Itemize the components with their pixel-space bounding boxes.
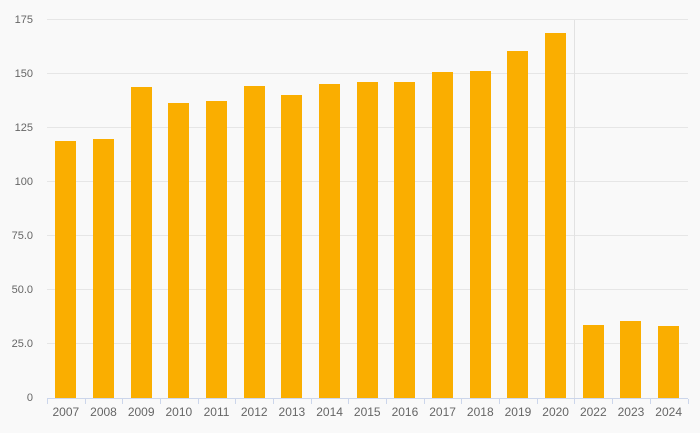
x-axis-tick xyxy=(84,399,86,404)
bar-2019[interactable] xyxy=(507,51,529,398)
y-gridline-150 xyxy=(47,73,688,74)
x-axis-label-2022: 2022 xyxy=(579,405,607,419)
bar-2024[interactable] xyxy=(658,325,680,398)
x-axis-label-2007: 2007 xyxy=(52,405,80,419)
y-axis-label-150: 150 xyxy=(14,68,33,80)
y-axis-label-50: 50.0 xyxy=(11,284,33,296)
bar-2015[interactable] xyxy=(356,81,378,398)
y-axis-label-25: 25.0 xyxy=(11,338,33,350)
bar-2011[interactable] xyxy=(206,101,228,398)
bar-2023[interactable] xyxy=(620,321,642,398)
x-axis-tick xyxy=(273,399,275,404)
x-axis-tick xyxy=(348,399,350,404)
x-axis-label-2015: 2015 xyxy=(353,405,381,419)
x-axis-tick xyxy=(197,399,199,404)
y-axis-label-75: 75.0 xyxy=(11,230,33,242)
x-axis-tick xyxy=(235,399,237,404)
x-axis-label-2013: 2013 xyxy=(278,405,306,419)
bar-2020[interactable] xyxy=(545,32,567,398)
x-axis-tick xyxy=(687,399,689,404)
x-axis-tick xyxy=(649,399,651,404)
x-axis-tick xyxy=(499,399,501,404)
bar-2013[interactable] xyxy=(281,94,303,398)
x-axis-label-2008: 2008 xyxy=(90,405,117,419)
x-axis-tick xyxy=(536,399,538,404)
x-axis-label-2017: 2017 xyxy=(429,405,456,419)
bar-2007[interactable] xyxy=(55,140,77,398)
bar-2010[interactable] xyxy=(168,103,190,398)
bar-2014[interactable] xyxy=(319,83,341,398)
x-axis-tick xyxy=(310,399,312,404)
y-axis-label-100: 100 xyxy=(14,176,33,188)
x-axis-label-2014: 2014 xyxy=(316,405,343,419)
x-axis-label-2019: 2019 xyxy=(504,405,532,419)
x-axis-tick xyxy=(612,399,614,404)
x-axis-label-2018: 2018 xyxy=(466,405,494,419)
bar-2008[interactable] xyxy=(93,138,114,398)
bar-2009[interactable] xyxy=(130,86,152,398)
x-axis-tick xyxy=(574,399,576,404)
y-axis-label-175: 175 xyxy=(14,14,33,26)
x-axis-tick xyxy=(47,399,48,404)
bar-2022[interactable] xyxy=(582,324,604,398)
y-axis-label-0: 0 xyxy=(26,392,33,404)
bar-2017[interactable] xyxy=(432,71,454,398)
x-axis-line xyxy=(47,398,688,399)
y-gridline-175 xyxy=(47,19,688,20)
x-axis-label-2020: 2020 xyxy=(542,405,569,419)
missing-year-divider xyxy=(574,20,576,398)
bar-2018[interactable] xyxy=(469,70,491,398)
x-axis-tick xyxy=(122,399,124,404)
x-axis-tick xyxy=(461,399,463,404)
x-axis-label-2009: 2009 xyxy=(127,405,155,419)
x-axis-label-2023: 2023 xyxy=(617,405,645,419)
x-axis-label-2024: 2024 xyxy=(655,405,682,419)
y-axis-label-125: 125 xyxy=(14,122,33,134)
x-axis-tick xyxy=(160,399,162,404)
x-axis-tick xyxy=(386,399,388,404)
x-axis-label-2012: 2012 xyxy=(240,405,268,419)
x-axis-label-2016: 2016 xyxy=(391,405,419,419)
bar-2012[interactable] xyxy=(243,85,265,398)
bar-2016[interactable] xyxy=(394,81,416,398)
x-axis-tick xyxy=(423,399,425,404)
x-axis-label-2011: 2011 xyxy=(203,405,230,419)
x-axis-label-2010: 2010 xyxy=(165,405,193,419)
